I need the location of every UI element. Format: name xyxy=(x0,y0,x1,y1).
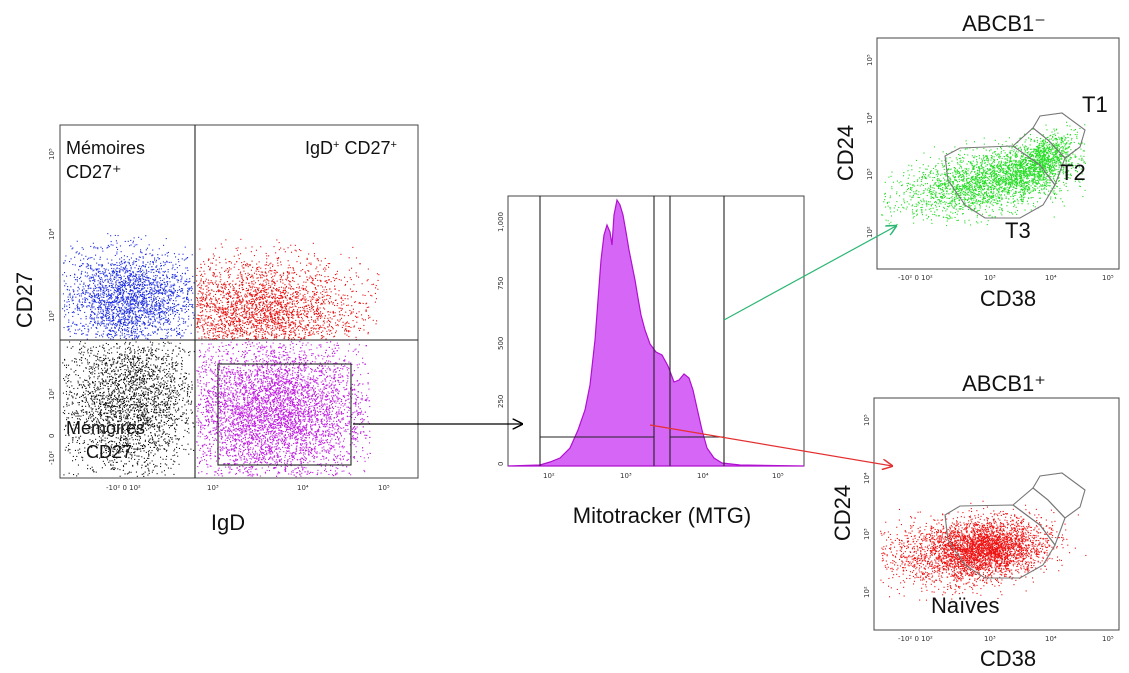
panel-d-naive-label: Naïves xyxy=(931,593,999,618)
panel-a-memory-cd27neg-label-line1: Mémoires xyxy=(66,418,145,438)
panel-d-x-tick: 10⁵ xyxy=(1102,635,1114,643)
panel-a-y-tick: 10⁵ xyxy=(48,148,56,160)
panel-d-x-tick: 10³ xyxy=(984,635,996,643)
panel-c-dot-cloud xyxy=(881,121,1086,227)
arrow-low-mtg-to-abcb1-negative xyxy=(723,226,896,321)
panel-a-y-tick: -10² xyxy=(48,451,56,465)
panel-a-igd-cd27-double-label: IgD+ CD27+ xyxy=(305,138,397,158)
panel-b-x-tick: 10² xyxy=(543,472,555,480)
panel-b-x-axis-label: Mitotracker (MTG) xyxy=(573,503,751,528)
panel-b-x-tick: 10⁴ xyxy=(697,472,709,480)
panel-c-x-tick: -10² 0 10² xyxy=(898,274,933,282)
panel-d-y-tick: 10⁴ xyxy=(863,472,871,484)
panel-c-x-tick: 10⁴ xyxy=(1045,274,1057,282)
panel-a-y-tick: 10² xyxy=(48,388,56,400)
panel-c-x-tick: 10³ xyxy=(984,274,996,282)
panel-c-gate-t1-label: T1 xyxy=(1082,92,1108,117)
panel-d-y-tick: 10³ xyxy=(863,528,871,540)
panel-a-y-tick: 10³ xyxy=(48,310,56,322)
panel-d-abcb1-positive-dotplot: ABCB1⁺ Naïves -10² 0 10² 10³ 10⁴ 10⁵ 10⁵… xyxy=(830,371,1120,671)
panel-d-x-tick: 10⁴ xyxy=(1045,635,1057,643)
panel-a-memory-cd27neg-label-line2: CD27⁻ xyxy=(86,442,142,462)
panel-a-y-tick: 0 xyxy=(48,434,56,438)
panel-c-abcb1-negative-dotplot: ABCB1⁻ T1 T2 T3 -10² 0 10² 10³ 10⁴ 10⁵ 1… xyxy=(833,11,1120,311)
panel-d-y-tick: 10² xyxy=(863,586,871,598)
panel-d-y-tick: 10⁵ xyxy=(863,414,871,426)
panel-d-dot-cloud xyxy=(880,500,1087,601)
panel-c-gate-t2-label: T2 xyxy=(1060,160,1086,185)
panel-b-y-tick: 500 xyxy=(497,337,505,350)
panel-c-gate-t3 xyxy=(944,145,1056,219)
mitotracker-histogram-curve xyxy=(507,198,805,467)
panel-a-x-tick: -10² 0 10² xyxy=(106,484,141,492)
panel-c-y-axis-label: CD24 xyxy=(833,125,858,181)
panel-c-gate-t1 xyxy=(1032,112,1086,159)
panel-c-y-tick: 10² xyxy=(866,226,874,238)
panel-d-x-axis-label: CD38 xyxy=(980,646,1036,671)
panel-a-y-axis-label: CD27 xyxy=(12,272,37,328)
panel-a-naive-gate xyxy=(217,363,352,466)
panel-d-gate-t3 xyxy=(944,504,1056,579)
panel-b-y-tick: 0 xyxy=(497,462,505,466)
panel-d-x-tick: -10² 0 10² xyxy=(898,635,933,643)
panel-a-memory-cd27pos-label-line1: Mémoires xyxy=(66,138,145,158)
panel-a-x-axis-label: IgD xyxy=(211,510,245,535)
panel-c-y-tick: 10³ xyxy=(866,168,874,180)
panel-a-igd-cd27-dotplot: Mémoires CD27⁺ IgD+ CD27+ Mémoires CD27⁻… xyxy=(12,124,419,535)
panel-c-y-tick: 10⁴ xyxy=(866,112,874,124)
panel-b-y-tick: 1,000 xyxy=(497,212,505,232)
panel-d-title: ABCB1⁺ xyxy=(962,371,1046,396)
panel-b-x-tick: 10³ xyxy=(620,472,632,480)
panel-a-memory-cd27pos-label-line2: CD27⁺ xyxy=(66,162,122,182)
panel-d-gate-t1 xyxy=(1032,472,1086,519)
panel-c-x-tick: 10⁵ xyxy=(1102,274,1114,282)
panel-b-y-tick: 750 xyxy=(497,277,505,290)
panel-a-x-tick: 10³ xyxy=(207,484,219,492)
arrow-high-mtg-to-abcb1-positive xyxy=(649,424,892,466)
panel-a-y-tick: 10⁴ xyxy=(48,228,56,240)
panel-a-x-tick: 10⁴ xyxy=(297,484,309,492)
panel-c-title: ABCB1⁻ xyxy=(962,11,1046,36)
panel-c-x-axis-label: CD38 xyxy=(980,286,1036,311)
panel-a-dot-clouds xyxy=(62,233,380,478)
panel-b-y-tick: 250 xyxy=(497,395,505,408)
panel-b-x-tick: 10⁵ xyxy=(772,472,784,480)
panel-d-y-axis-label: CD24 xyxy=(830,485,855,541)
panel-c-gate-t3-label: T3 xyxy=(1005,218,1031,243)
panel-c-y-tick: 10⁵ xyxy=(866,54,874,66)
panel-b-mitotracker-histogram: 10² 10³ 10⁴ 10⁵ 1,000 750 500 250 0 Mito… xyxy=(497,195,805,528)
panel-a-x-tick: 10⁵ xyxy=(378,484,390,492)
